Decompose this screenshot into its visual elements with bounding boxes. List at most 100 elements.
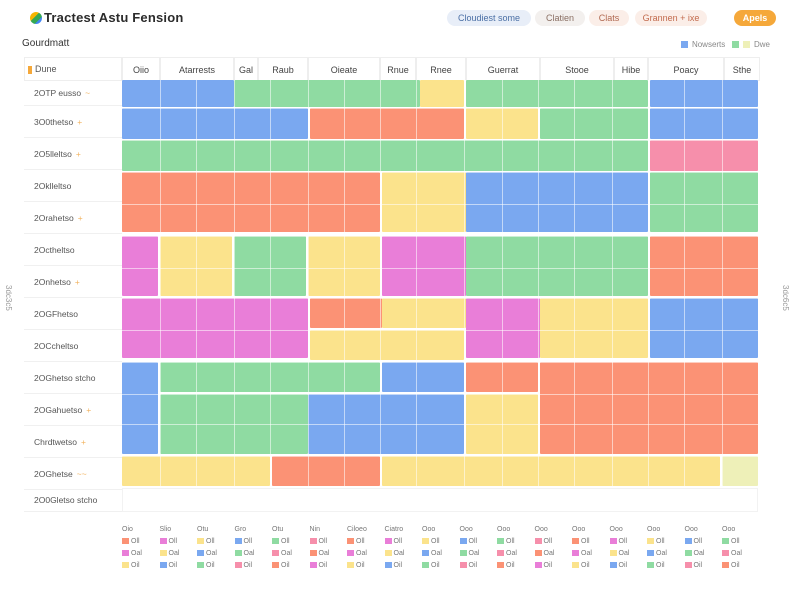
grid-line	[574, 80, 575, 488]
row-label[interactable]: 2OGahuetso +	[24, 394, 122, 426]
schedule-block[interactable]	[122, 108, 308, 139]
schedule-block[interactable]	[466, 172, 648, 232]
schedule-block[interactable]	[382, 456, 720, 486]
schedule-block[interactable]	[650, 172, 758, 232]
schedule-block[interactable]	[650, 140, 758, 171]
schedule-block[interactable]	[382, 172, 466, 232]
column-header[interactable]: Gal	[234, 57, 258, 81]
schedule-block[interactable]	[650, 236, 758, 296]
schedule-block[interactable]	[122, 140, 648, 171]
schedule-block[interactable]	[466, 80, 648, 107]
footer-item: Oal	[309, 548, 346, 560]
grid-line	[122, 362, 758, 363]
column-header[interactable]: Rnue	[380, 57, 416, 81]
legend-label-b: Dwe	[753, 40, 770, 49]
row-label[interactable]: 2O0Gletso stcho	[24, 488, 122, 512]
row-label[interactable]: 2OGhetso stcho	[24, 362, 122, 394]
footer-item: Oal	[609, 548, 646, 560]
schedule-block[interactable]	[122, 172, 380, 232]
grid-line	[122, 394, 758, 395]
column-header[interactable]: Stooe	[540, 57, 614, 81]
row-label[interactable]: 2O5lleltso +	[24, 138, 122, 170]
schedule-grid[interactable]	[122, 80, 758, 488]
empty-row[interactable]	[122, 488, 758, 512]
swatch-icon	[159, 562, 167, 569]
swatch-icon	[572, 538, 579, 545]
row-label[interactable]: Chrdtwetso +	[24, 426, 122, 458]
schedule-block[interactable]	[420, 80, 464, 107]
footer-column: Oio Oll Oal Oil	[122, 524, 158, 572]
footer-item: Oil	[197, 560, 233, 572]
schedule-block[interactable]	[540, 108, 648, 139]
schedule-block[interactable]	[122, 236, 158, 296]
row-label[interactable]: 2Orahetso +	[24, 202, 122, 234]
footer-item: Oil	[497, 560, 533, 572]
schedule-block[interactable]	[382, 236, 466, 296]
row-label[interactable]: 2Onhetso +	[24, 266, 122, 298]
schedule-block[interactable]	[650, 108, 758, 139]
column-header[interactable]: Hibe	[614, 57, 648, 81]
row-label[interactable]: 2Octheltso	[24, 234, 122, 266]
schedule-block[interactable]	[466, 298, 540, 358]
legend-label-a: Nowserts	[691, 40, 726, 49]
footer-column: Ooo Oll Oal Oil	[684, 524, 721, 572]
row-label[interactable]: 2OGhetse ~~	[24, 458, 122, 490]
schedule-block[interactable]	[310, 108, 464, 139]
column-header[interactable]: Oiio	[122, 57, 160, 81]
footer-item: Oil	[384, 560, 421, 572]
schedule-block[interactable]	[540, 362, 758, 454]
swatch-icon	[197, 562, 204, 569]
footer-item: Oll	[159, 536, 196, 548]
grid-line	[122, 172, 758, 173]
row-label-text: 3O0thetso	[34, 117, 74, 127]
column-header[interactable]: Raub	[258, 57, 308, 81]
column-header[interactable]: Sthe	[724, 57, 760, 81]
status-button[interactable]: Clats	[589, 10, 629, 26]
footer-item-text: Oal	[431, 550, 442, 557]
footer-column-head: Slio	[159, 526, 172, 533]
row-label[interactable]: 2Oklleltso	[24, 170, 122, 202]
footer-item-text: Oil	[318, 562, 328, 569]
row-label[interactable]: 3O0thetso +	[24, 106, 122, 138]
footer-column-head: Ciloeo	[347, 526, 367, 533]
swatch-icon	[272, 538, 279, 545]
footer-column-head: Ooo	[647, 526, 661, 533]
swatch-icon	[347, 562, 354, 569]
schedule-block[interactable]	[122, 362, 158, 454]
schedule-block[interactable]	[382, 362, 464, 392]
schedule-block[interactable]	[272, 456, 380, 486]
footer-item: Oil	[722, 560, 758, 572]
swatch-icon	[609, 538, 617, 545]
column-header[interactable]: Oieate	[308, 57, 380, 81]
search-button[interactable]: Cloudiest some	[447, 10, 531, 26]
schedule-block[interactable]	[310, 298, 382, 328]
column-header[interactable]: Atarrests	[160, 57, 234, 81]
filter-button[interactable]: Clatien	[535, 10, 585, 26]
schedule-block[interactable]	[650, 80, 758, 107]
schedule-block[interactable]	[650, 298, 758, 358]
schedule-block[interactable]	[234, 80, 420, 107]
row-label[interactable]: 2OTP eusso ~	[24, 80, 122, 106]
column-header[interactable]: Poacy	[648, 57, 724, 81]
column-header[interactable]: Rnee	[416, 57, 466, 81]
schedule-block[interactable]	[466, 236, 648, 296]
marker-icon	[28, 66, 32, 74]
footer-item: Oil	[122, 560, 158, 572]
column-header[interactable]: Guerrat	[466, 57, 540, 81]
schedule-block[interactable]	[122, 298, 308, 358]
footer-column-head: Ciatro	[384, 526, 404, 533]
apply-button[interactable]: Apels	[734, 10, 776, 26]
schedule-block[interactable]	[722, 456, 758, 486]
footer-item: Oll	[384, 536, 421, 548]
row-tag: +	[74, 277, 80, 287]
row-label[interactable]: 2OCcheltso	[24, 330, 122, 362]
schedule-block[interactable]	[382, 298, 466, 328]
footer-column-head: Oio	[122, 526, 133, 533]
row-label[interactable]: 2OGFhetso	[24, 298, 122, 330]
group-button[interactable]: Grannen + ixe	[635, 10, 707, 26]
footer-item: Oal	[197, 548, 233, 560]
schedule-block[interactable]	[540, 298, 648, 358]
row-label-text: 2OTP eusso	[34, 88, 82, 98]
schedule-block[interactable]	[122, 80, 234, 107]
schedule-block[interactable]	[310, 330, 464, 360]
